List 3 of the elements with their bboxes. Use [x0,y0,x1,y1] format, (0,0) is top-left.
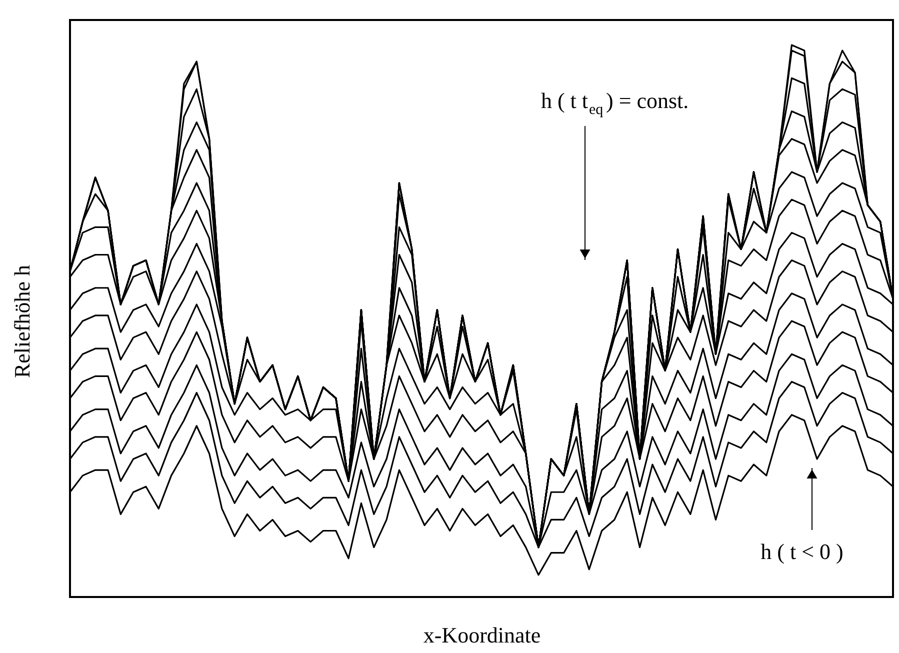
annotation: h ( t < 0 ) [760,539,844,564]
y-axis-title: Reliefhöhe h [10,264,34,378]
x-axis-title: x-Koordinate [423,622,541,648]
